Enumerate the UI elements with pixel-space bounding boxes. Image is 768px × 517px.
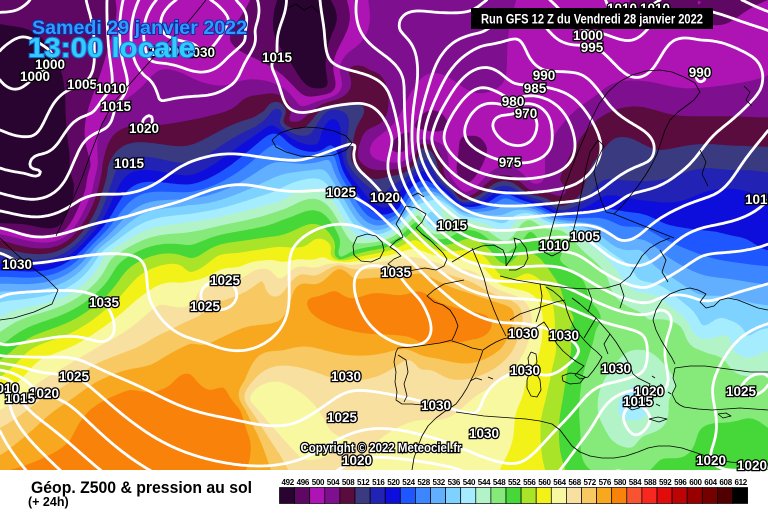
svg-text:536: 536 bbox=[448, 478, 461, 487]
svg-text:1015: 1015 bbox=[5, 391, 36, 406]
svg-text:Géop. Z500 & pression au sol: Géop. Z500 & pression au sol bbox=[31, 478, 252, 497]
svg-text:1030: 1030 bbox=[508, 326, 538, 341]
svg-text:1000: 1000 bbox=[573, 28, 603, 43]
svg-text:1015: 1015 bbox=[101, 99, 132, 114]
svg-text:1030: 1030 bbox=[421, 398, 451, 413]
svg-text:548: 548 bbox=[493, 478, 506, 487]
svg-text:1015: 1015 bbox=[623, 394, 654, 409]
svg-text:1025: 1025 bbox=[726, 384, 757, 399]
svg-text:Copyright © 2022 Meteociel.fr: Copyright © 2022 Meteociel.fr bbox=[301, 440, 462, 455]
svg-text:1030: 1030 bbox=[469, 426, 499, 441]
svg-text:1025: 1025 bbox=[210, 273, 241, 288]
svg-text:1020: 1020 bbox=[149, 44, 179, 59]
svg-text:1015: 1015 bbox=[114, 156, 145, 171]
svg-text:1015: 1015 bbox=[262, 50, 293, 65]
svg-text:980: 980 bbox=[502, 94, 525, 109]
svg-text:1015: 1015 bbox=[437, 218, 468, 233]
svg-text:970: 970 bbox=[515, 106, 538, 121]
svg-text:1020: 1020 bbox=[129, 121, 159, 136]
svg-text:1020: 1020 bbox=[370, 190, 400, 205]
svg-text:608: 608 bbox=[719, 478, 732, 487]
svg-text:588: 588 bbox=[644, 478, 657, 487]
svg-text:544: 544 bbox=[478, 478, 491, 487]
svg-text:1020: 1020 bbox=[634, 384, 664, 399]
svg-text:1025: 1025 bbox=[327, 410, 358, 425]
svg-text:1025: 1025 bbox=[326, 185, 357, 200]
svg-text:568: 568 bbox=[568, 478, 581, 487]
svg-text:990: 990 bbox=[533, 68, 556, 83]
svg-text:1030: 1030 bbox=[331, 369, 361, 384]
svg-text:552: 552 bbox=[508, 478, 521, 487]
svg-text:13:00 locale: 13:00 locale bbox=[28, 32, 195, 63]
svg-text:600: 600 bbox=[689, 478, 702, 487]
svg-text:500: 500 bbox=[312, 478, 325, 487]
svg-text:1030: 1030 bbox=[601, 361, 631, 376]
svg-text:1000: 1000 bbox=[35, 57, 65, 72]
svg-text:504: 504 bbox=[327, 478, 340, 487]
svg-text:560: 560 bbox=[538, 478, 551, 487]
svg-text:1030: 1030 bbox=[549, 328, 579, 343]
svg-text:990: 990 bbox=[689, 65, 712, 80]
svg-text:1015: 1015 bbox=[745, 192, 768, 207]
svg-text:532: 532 bbox=[433, 478, 446, 487]
svg-text:556: 556 bbox=[523, 478, 536, 487]
svg-text:1025: 1025 bbox=[59, 369, 90, 384]
svg-text:520: 520 bbox=[387, 478, 400, 487]
svg-text:1030: 1030 bbox=[185, 45, 215, 60]
svg-text:596: 596 bbox=[674, 478, 687, 487]
svg-text:1020: 1020 bbox=[342, 453, 372, 468]
svg-text:592: 592 bbox=[659, 478, 672, 487]
svg-text:576: 576 bbox=[599, 478, 612, 487]
svg-text:540: 540 bbox=[463, 478, 476, 487]
svg-text:1005: 1005 bbox=[570, 229, 601, 244]
svg-text:584: 584 bbox=[629, 478, 642, 487]
svg-text:1000: 1000 bbox=[20, 69, 50, 84]
svg-text:995: 995 bbox=[581, 40, 604, 55]
svg-text:524: 524 bbox=[402, 478, 415, 487]
svg-text:612: 612 bbox=[735, 478, 748, 487]
svg-text:1010: 1010 bbox=[539, 238, 569, 253]
svg-text:508: 508 bbox=[342, 478, 355, 487]
svg-text:(+ 24h): (+ 24h) bbox=[28, 495, 69, 509]
svg-text:1035: 1035 bbox=[381, 265, 412, 280]
svg-text:492: 492 bbox=[282, 478, 295, 487]
svg-text:512: 512 bbox=[357, 478, 370, 487]
svg-text:Samedi 29 janvier 2022: Samedi 29 janvier 2022 bbox=[32, 18, 247, 39]
svg-text:564: 564 bbox=[553, 478, 566, 487]
svg-text:496: 496 bbox=[297, 478, 310, 487]
svg-text:580: 580 bbox=[614, 478, 627, 487]
svg-text:975: 975 bbox=[499, 155, 522, 170]
svg-text:1035: 1035 bbox=[89, 295, 120, 310]
svg-text:1010: 1010 bbox=[0, 381, 19, 396]
svg-text:1020: 1020 bbox=[696, 453, 726, 468]
svg-text:1010: 1010 bbox=[96, 81, 126, 96]
svg-text:1030: 1030 bbox=[2, 257, 32, 272]
svg-text:1030: 1030 bbox=[510, 363, 540, 378]
svg-text:1020: 1020 bbox=[737, 458, 767, 473]
svg-text:985: 985 bbox=[524, 81, 547, 96]
svg-text:572: 572 bbox=[584, 478, 597, 487]
svg-text:528: 528 bbox=[417, 478, 430, 487]
svg-text:1025: 1025 bbox=[190, 299, 221, 314]
svg-text:1005: 1005 bbox=[67, 77, 98, 92]
svg-text:1020: 1020 bbox=[29, 386, 59, 401]
svg-text:516: 516 bbox=[372, 478, 385, 487]
svg-text:604: 604 bbox=[704, 478, 717, 487]
svg-text:Run GFS 12 Z du Vendredi 28 ja: Run GFS 12 Z du Vendredi 28 janvier 2022 bbox=[481, 12, 703, 27]
